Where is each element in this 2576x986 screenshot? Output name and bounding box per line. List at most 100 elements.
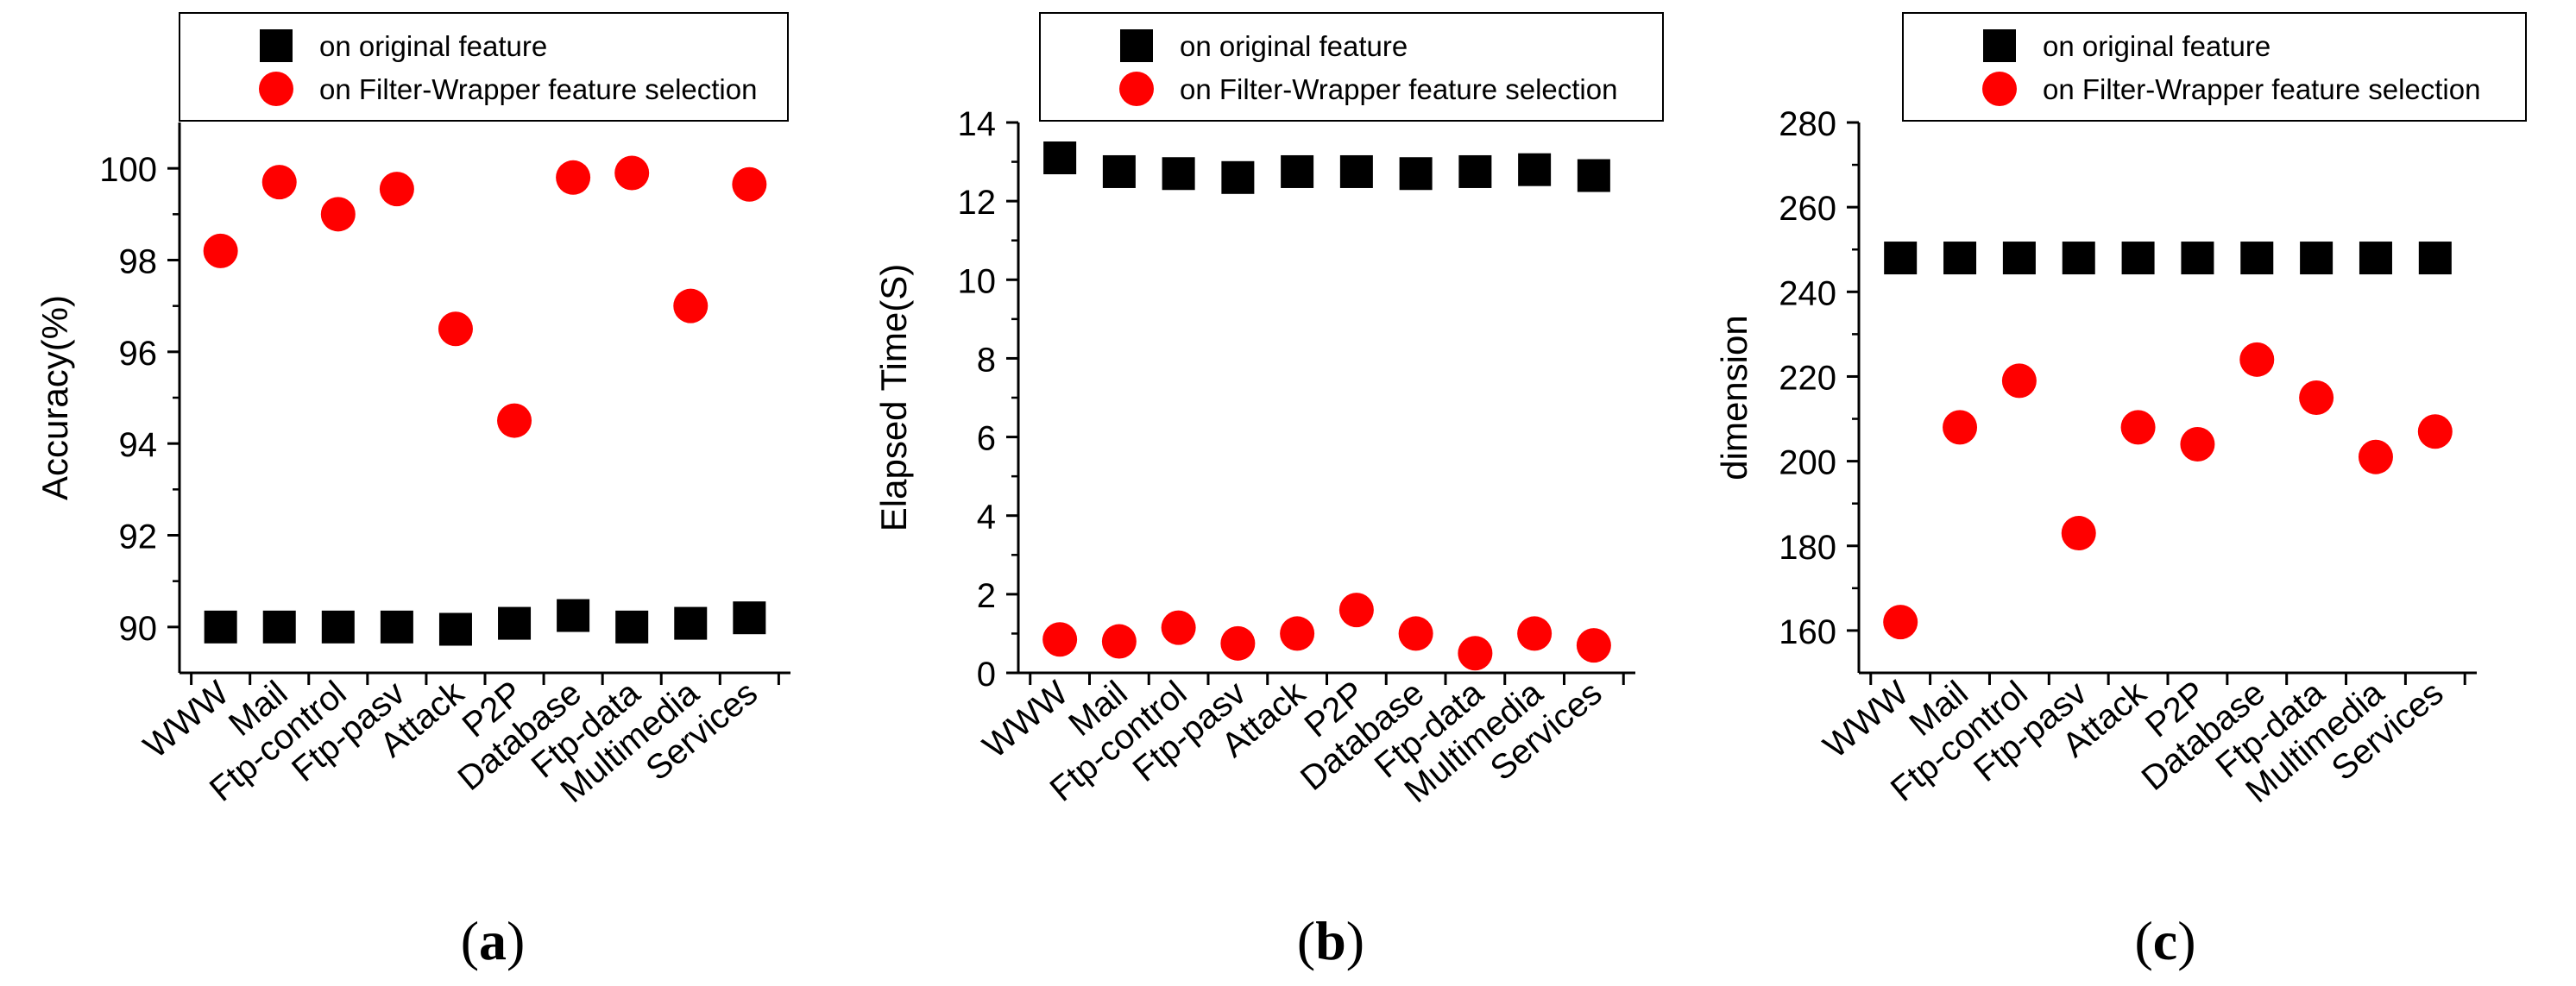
legend-label: on original feature <box>319 30 547 62</box>
circle-marker <box>379 172 414 207</box>
circle-marker <box>438 311 473 347</box>
circle-marker <box>1943 410 1978 445</box>
y-tick-label: 220 <box>1779 359 1836 397</box>
y-tick-label: 240 <box>1779 274 1836 312</box>
square-marker <box>2181 242 2214 275</box>
y-axis-title: dimension <box>1714 315 1754 480</box>
square-marker <box>1221 160 1255 194</box>
legend: on original feature on Filter-Wrapper fea… <box>179 12 789 122</box>
circle-marker <box>2358 439 2393 474</box>
circle-marker <box>2417 414 2453 449</box>
legend-marker <box>1982 72 2017 106</box>
square-marker <box>2121 242 2155 275</box>
square-marker <box>1281 154 1314 188</box>
square-marker <box>1162 157 1195 191</box>
square-marker <box>1102 154 1136 188</box>
legend-marker <box>1119 72 1154 106</box>
square-marker <box>733 601 766 635</box>
y-tick-label: 14 <box>958 105 997 143</box>
circle-marker <box>1517 616 1553 651</box>
square-marker <box>1458 154 1492 188</box>
circle-marker <box>2239 342 2275 377</box>
circle-marker <box>673 288 709 323</box>
legend-marker <box>260 29 293 62</box>
y-tick-label: 200 <box>1779 444 1836 482</box>
square-marker <box>2240 242 2274 275</box>
circle-marker <box>2180 426 2215 462</box>
y-tick-label: 160 <box>1779 613 1836 651</box>
square-marker <box>1043 141 1077 175</box>
circle-marker <box>497 403 532 438</box>
y-tick-label: 4 <box>977 499 996 537</box>
square-marker <box>1518 153 1552 186</box>
square-marker <box>2418 242 2452 275</box>
y-axis-title: Elapsed Time(S) <box>873 264 914 531</box>
y-tick-label: 260 <box>1779 190 1836 228</box>
circle-marker <box>1458 636 1493 671</box>
panel-label-a: (a) <box>461 910 526 971</box>
y-tick-label: 12 <box>958 184 997 222</box>
y-tick-label: 96 <box>119 335 158 373</box>
legend-box <box>1902 12 2527 122</box>
circle-marker <box>1280 616 1315 651</box>
square-marker <box>1399 157 1433 191</box>
circle-marker <box>1576 628 1611 663</box>
y-tick-label: 10 <box>958 262 997 300</box>
circle-marker <box>320 197 356 232</box>
square-marker <box>1577 159 1610 192</box>
circle-marker <box>732 166 767 202</box>
y-tick-label: 2 <box>977 577 996 615</box>
y-tick-label: 94 <box>119 426 158 464</box>
circle-marker <box>1883 605 1918 640</box>
circle-marker <box>203 233 238 268</box>
legend-marker <box>1983 29 2016 62</box>
circle-marker <box>1161 610 1196 645</box>
panel-label-b: (b) <box>1297 910 1364 971</box>
circle-marker <box>614 155 650 191</box>
circle-marker <box>556 160 591 195</box>
circle-marker <box>261 165 297 200</box>
y-tick-label: 280 <box>1779 105 1836 143</box>
square-marker <box>1943 242 1977 275</box>
circle-marker <box>2061 516 2096 551</box>
y-tick-label: 92 <box>119 518 158 556</box>
square-marker <box>498 606 532 640</box>
square-marker <box>557 599 590 632</box>
circle-marker <box>1042 622 1078 657</box>
square-marker <box>380 610 413 644</box>
legend-label: on Filter-Wrapper feature selection <box>1180 73 1617 105</box>
square-marker <box>1884 242 1918 275</box>
circle-marker <box>1101 624 1137 659</box>
legend-marker <box>1120 29 1153 62</box>
square-marker <box>1339 154 1373 188</box>
square-marker <box>2002 242 2036 275</box>
circle-marker <box>1398 616 1433 651</box>
legend: on original feature on Filter-Wrapper fea… <box>1039 12 1664 122</box>
legend-marker <box>259 72 293 106</box>
legend: on original feature on Filter-Wrapper fea… <box>1902 12 2527 122</box>
circle-marker <box>1338 593 1374 628</box>
square-marker <box>262 610 296 644</box>
square-marker <box>2300 242 2334 275</box>
y-tick-label: 6 <box>977 420 996 458</box>
square-marker <box>321 610 355 644</box>
circle-marker <box>2299 380 2334 415</box>
square-marker <box>2359 242 2392 275</box>
y-tick-label: 90 <box>119 610 158 648</box>
y-tick-label: 100 <box>99 151 157 189</box>
square-marker <box>204 610 237 644</box>
y-tick-label: 180 <box>1779 529 1836 567</box>
square-marker <box>674 606 708 640</box>
square-marker <box>438 612 472 646</box>
circle-marker <box>2120 410 2156 445</box>
legend-label: on Filter-Wrapper feature selection <box>319 73 757 105</box>
square-marker <box>2062 242 2095 275</box>
legend-box <box>1039 12 1664 122</box>
legend-label: on original feature <box>2043 30 2271 62</box>
y-tick-label: 8 <box>977 341 996 379</box>
circle-marker <box>1220 625 1256 661</box>
y-tick-label: 98 <box>119 243 158 281</box>
